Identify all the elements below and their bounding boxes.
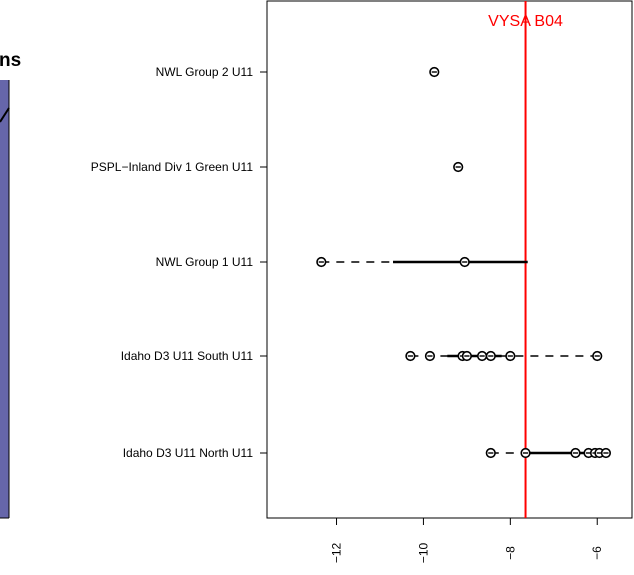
plot-frame xyxy=(266,0,633,519)
x-tick-label: −10 xyxy=(416,542,430,563)
category-label: Idaho D3 U11 South U11 xyxy=(121,349,254,363)
data-marks xyxy=(316,66,612,459)
x-tick-label: −12 xyxy=(330,542,344,563)
category-label: PSPL−Inland Div 1 Green U11 xyxy=(91,160,254,174)
reference-line-group: VYSA B04 xyxy=(488,1,563,518)
x-tick-label: −8 xyxy=(503,546,517,560)
category-label: Idaho D3 U11 North U11 xyxy=(123,446,254,460)
left-panel-diagonal xyxy=(0,107,10,123)
axis-ticks: −12 −10 −8 −6 xyxy=(330,518,604,563)
category-label: NWL Group 2 U11 xyxy=(156,65,254,79)
left-panel-fill xyxy=(0,80,9,518)
category-axis: NWL Group 2 U11 PSPL−Inland Div 1 Green U… xyxy=(91,65,267,460)
reference-line-label: VYSA B04 xyxy=(488,13,563,30)
x-tick-label: −6 xyxy=(590,546,604,560)
category-label: NWL Group 1 U11 xyxy=(156,255,254,269)
left-panel-title: ns xyxy=(0,50,21,71)
